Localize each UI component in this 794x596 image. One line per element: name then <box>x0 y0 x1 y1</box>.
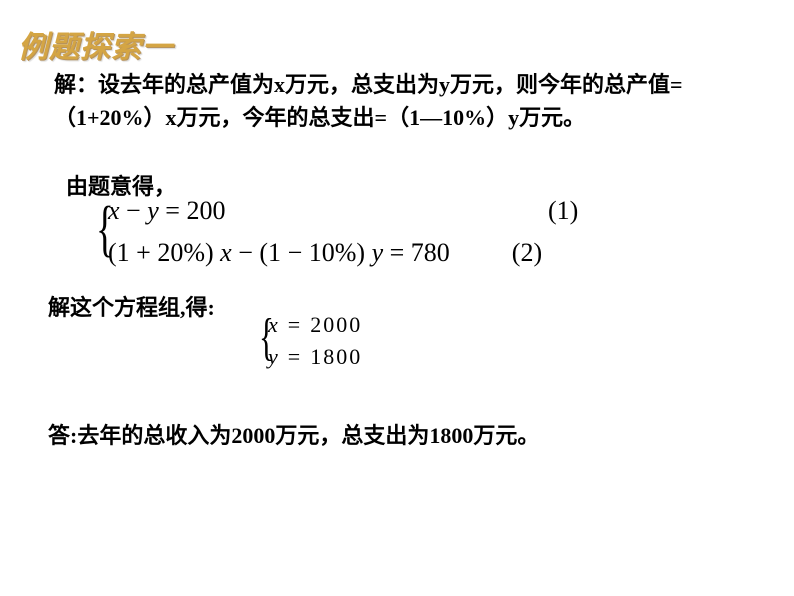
eq1-number: (1) <box>548 196 578 226</box>
answer-text: 答:去年的总收入为2000万元，总支出为1800万元。 <box>48 418 539 450</box>
equation-2: (1 + 20%) x − (1 − 10%) y = 780 (2) <box>108 238 578 268</box>
solve-text: 解这个方程组,得: <box>48 290 215 322</box>
solution-intro: 解：设去年的总产值为x万元，总支出为y万元，则今年的总产值=（1+20%）x万元… <box>54 68 754 134</box>
solution-x: x=2000 <box>268 312 362 338</box>
equation-system: { x − y = 200 (1) (1 + 20%) x − (1 − 10%… <box>108 196 578 280</box>
equation-1: x − y = 200 (1) <box>108 196 578 226</box>
brace-icon: { <box>259 312 274 364</box>
eq2-number: (2) <box>512 238 542 268</box>
eq2-body: (1 + 20%) x − (1 − 10%) y = 780 <box>108 238 450 267</box>
eq1-body: x − y = 200 <box>108 196 225 225</box>
solution-y: y=1800 <box>268 344 362 370</box>
brace-icon: { <box>96 198 114 260</box>
section-title: 例题探索一 <box>18 22 173 66</box>
solution-values: { x=2000 y=1800 <box>268 312 362 376</box>
